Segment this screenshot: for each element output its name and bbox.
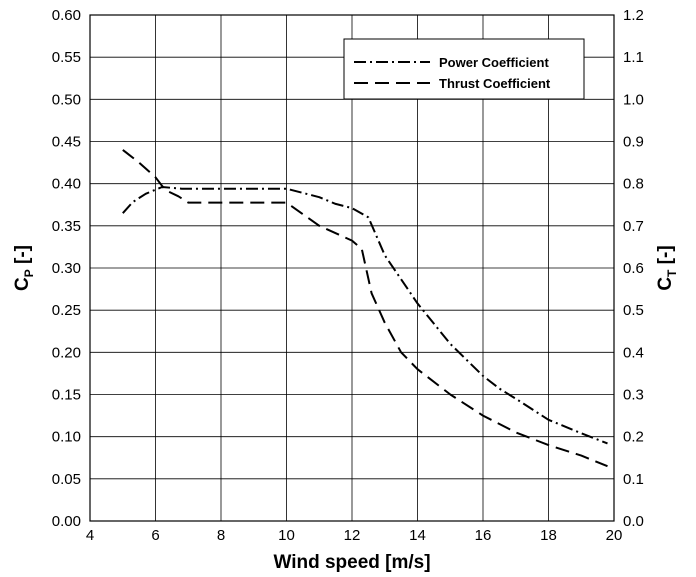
y-left-tick-label: 0.50	[52, 91, 81, 108]
x-tick-label: 16	[475, 527, 492, 544]
x-axis-ticks: 4 6 8 10 12 14 16 18 20	[86, 527, 623, 544]
y-right-tick-label: 0.5	[623, 302, 644, 319]
y-right-tick-label: 0.0	[623, 513, 644, 530]
y-left-tick-label: 0.45	[52, 134, 81, 151]
y-left-axis-ticks: 0.00 0.05 0.10 0.15 0.20 0.25 0.30 0.35 0.40 0.45…	[52, 7, 81, 530]
y-right-tick-label: 0.8	[623, 176, 644, 193]
y-left-tick-label: 0.15	[52, 387, 81, 404]
y-right-tick-label: 0.1	[623, 471, 644, 488]
y-right-tick-label: 1.1	[623, 49, 644, 66]
legend-label-thrust-coefficient: Thrust Coefficient	[439, 76, 551, 91]
y-right-axis-title: CT [-]	[655, 245, 679, 290]
y-right-axis-ticks: 0.0 0.1 0.2 0.3 0.4 0.5 0.6 0.7 0.8 0.9 1.0 1.1 1.2	[623, 7, 644, 530]
y-left-tick-label: 0.25	[52, 302, 81, 319]
y-left-axis-title: CP [-]	[12, 245, 36, 291]
y-left-tick-label: 0.10	[52, 429, 81, 446]
x-tick-label: 20	[606, 527, 623, 544]
legend-label-power-coefficient: Power Coefficient	[439, 55, 549, 70]
legend: Power Coefficient Thrust Coefficient	[343, 38, 585, 100]
y-right-tick-label: 0.9	[623, 134, 644, 151]
x-tick-label: 12	[344, 527, 361, 544]
y-left-tick-label: 0.00	[52, 513, 81, 530]
plot-area-frame	[89, 14, 615, 522]
x-tick-label: 18	[540, 527, 557, 544]
y-right-tick-label: 0.4	[623, 344, 644, 361]
y-right-title-main: C	[655, 277, 676, 291]
y-left-title-subscript: P	[22, 269, 36, 277]
series-layer	[122, 149, 608, 468]
y-right-tick-label: 1.2	[623, 7, 644, 24]
y-left-tick-label: 0.35	[52, 218, 81, 235]
x-axis-title: Wind speed [m/s]	[273, 552, 430, 573]
x-tick-label: 4	[86, 527, 94, 544]
y-right-tick-label: 1.0	[623, 91, 644, 108]
y-right-title-suffix: [-]	[655, 245, 676, 269]
y-left-tick-label: 0.40	[52, 176, 81, 193]
y-left-tick-label: 0.60	[52, 7, 81, 24]
y-left-title-main: C	[12, 277, 33, 291]
x-tick-label: 14	[409, 527, 426, 544]
y-left-tick-label: 0.20	[52, 344, 81, 361]
y-right-title-subscript: T	[665, 269, 679, 277]
legend-box	[343, 38, 585, 100]
y-left-title-suffix: [-]	[12, 245, 33, 269]
y-right-tick-label: 0.3	[623, 387, 644, 404]
y-right-tick-label: 0.7	[623, 218, 644, 235]
y-right-tick-label: 0.6	[623, 260, 644, 277]
y-left-tick-label: 0.30	[52, 260, 81, 277]
y-right-tick-label: 0.2	[623, 429, 644, 446]
series-line-power-coefficient	[122, 186, 608, 445]
x-tick-label: 8	[217, 527, 225, 544]
series-line-thrust-coefficient	[122, 149, 608, 468]
x-tick-label: 10	[278, 527, 295, 544]
y-left-tick-label: 0.55	[52, 49, 81, 66]
y-left-tick-label: 0.05	[52, 471, 81, 488]
x-tick-label: 6	[151, 527, 159, 544]
